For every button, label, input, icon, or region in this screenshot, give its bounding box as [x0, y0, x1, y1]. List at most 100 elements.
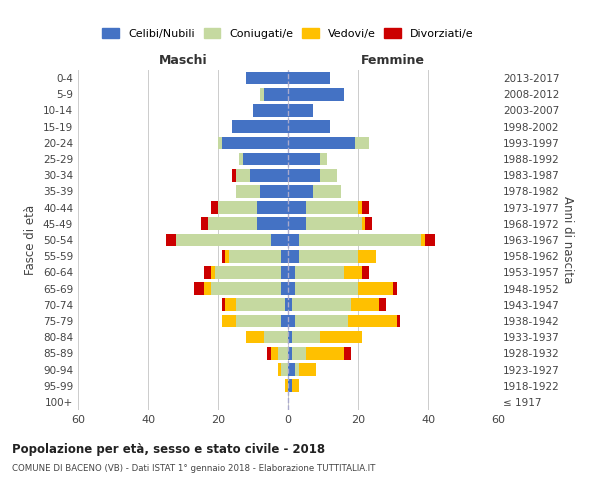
Bar	[365, 218, 372, 230]
Bar	[320, 152, 326, 166]
Bar	[211, 202, 218, 214]
Bar	[397, 314, 400, 328]
Legend: Celibi/Nubili, Coniugati/e, Vedovi/e, Divorziati/e: Celibi/Nubili, Coniugati/e, Vedovi/e, Di…	[103, 28, 473, 38]
Bar	[284, 298, 288, 311]
Bar	[288, 136, 355, 149]
Bar	[288, 120, 330, 133]
Bar	[288, 347, 292, 360]
Bar	[242, 152, 288, 166]
Bar	[288, 250, 299, 262]
Bar	[288, 363, 295, 376]
Text: COMUNE DI BACENO (VB) - Dati ISTAT 1° gennaio 2018 - Elaborazione TUTTITALIA.IT: COMUNE DI BACENO (VB) - Dati ISTAT 1° ge…	[12, 464, 376, 473]
Bar	[288, 88, 344, 101]
Bar	[421, 234, 425, 246]
Bar	[288, 152, 320, 166]
Bar	[292, 380, 299, 392]
Bar	[267, 347, 271, 360]
Bar	[295, 314, 347, 328]
Bar	[166, 234, 176, 246]
Bar	[361, 218, 365, 230]
Bar	[257, 202, 288, 214]
Bar	[225, 298, 235, 311]
Bar	[281, 314, 288, 328]
Bar	[277, 347, 288, 360]
Bar	[305, 347, 344, 360]
Bar	[211, 266, 215, 278]
Bar	[379, 298, 386, 311]
Bar	[281, 282, 288, 295]
Bar	[221, 250, 225, 262]
Text: Popolazione per età, sesso e stato civile - 2018: Popolazione per età, sesso e stato civil…	[12, 442, 325, 456]
Bar	[288, 169, 320, 181]
Bar	[263, 88, 288, 101]
Bar	[200, 218, 208, 230]
Bar	[208, 218, 257, 230]
Bar	[351, 298, 379, 311]
Bar	[361, 202, 368, 214]
Bar	[204, 282, 211, 295]
Bar	[260, 185, 288, 198]
Bar	[299, 234, 421, 246]
Bar	[232, 120, 288, 133]
Bar	[320, 169, 337, 181]
Bar	[393, 282, 397, 295]
Bar	[305, 202, 358, 214]
Bar	[288, 185, 313, 198]
Bar	[281, 363, 288, 376]
Bar	[211, 282, 281, 295]
Bar	[204, 266, 211, 278]
Bar	[288, 218, 305, 230]
Bar	[284, 380, 288, 392]
Bar	[288, 314, 295, 328]
Bar	[299, 363, 316, 376]
Bar	[355, 136, 368, 149]
Bar	[288, 202, 305, 214]
Bar	[358, 202, 361, 214]
Bar	[260, 88, 263, 101]
Bar	[292, 298, 351, 311]
Bar	[288, 380, 292, 392]
Bar	[344, 266, 361, 278]
Bar	[292, 331, 320, 344]
Bar	[239, 152, 242, 166]
Bar	[250, 169, 288, 181]
Bar	[235, 314, 281, 328]
Bar	[295, 266, 344, 278]
Bar	[288, 282, 295, 295]
Y-axis label: Anni di nascita: Anni di nascita	[560, 196, 574, 284]
Bar	[361, 266, 368, 278]
Bar	[358, 250, 376, 262]
Bar	[218, 136, 221, 149]
Bar	[253, 104, 288, 117]
Bar	[221, 298, 225, 311]
Bar	[246, 331, 263, 344]
Text: Maschi: Maschi	[158, 54, 208, 67]
Bar	[229, 250, 281, 262]
Bar	[288, 266, 295, 278]
Bar	[288, 298, 292, 311]
Bar	[263, 331, 288, 344]
Bar	[281, 266, 288, 278]
Bar	[288, 331, 292, 344]
Bar	[288, 234, 299, 246]
Bar	[221, 314, 235, 328]
Bar	[232, 169, 235, 181]
Bar	[299, 250, 358, 262]
Bar	[176, 234, 271, 246]
Bar	[235, 298, 284, 311]
Bar	[313, 185, 341, 198]
Bar	[295, 282, 358, 295]
Bar	[277, 363, 281, 376]
Bar	[193, 282, 204, 295]
Y-axis label: Fasce di età: Fasce di età	[25, 205, 37, 275]
Text: Femmine: Femmine	[361, 54, 425, 67]
Bar	[235, 169, 250, 181]
Bar	[271, 347, 277, 360]
Bar	[215, 266, 281, 278]
Bar	[281, 250, 288, 262]
Bar	[246, 72, 288, 85]
Bar	[221, 136, 288, 149]
Bar	[292, 347, 305, 360]
Bar	[288, 72, 330, 85]
Bar	[358, 282, 393, 295]
